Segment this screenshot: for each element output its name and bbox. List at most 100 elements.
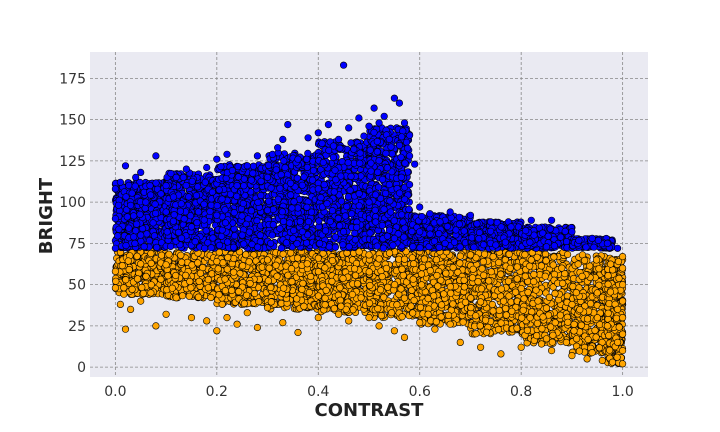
data-point [330,304,338,313]
data-point [388,309,396,317]
data-point [608,358,617,366]
data-point [366,281,374,290]
data-point [172,271,180,280]
data-point [147,281,155,289]
data-point [138,283,146,292]
data-point [374,305,382,313]
data-point [517,284,525,293]
data-point [440,290,448,298]
data-point [141,204,149,212]
data-point [122,276,130,284]
data-point [397,285,405,293]
data-point [151,200,159,208]
data-point [618,314,627,322]
data-point [178,292,187,300]
data-point [497,319,505,327]
data-point [605,331,613,340]
data-point [482,316,490,324]
data-point [121,325,130,333]
data-point [604,280,612,288]
data-point [572,289,580,297]
data-point [489,307,497,315]
data-point [564,318,572,326]
data-point [477,285,486,293]
data-point [532,286,540,294]
data-point [612,314,621,322]
data-point [542,335,551,343]
data-point [526,314,534,322]
data-point [142,272,150,281]
data-point [185,292,193,300]
data-point [201,178,209,186]
data-point [157,275,165,283]
data-point [569,282,577,291]
data-point [618,360,627,368]
data-point [517,343,525,351]
data-point [377,311,386,320]
data-point [550,253,558,261]
data-point [456,252,464,260]
data-point [293,295,301,303]
data-point [194,259,202,267]
data-point [139,289,147,298]
data-point [588,349,596,357]
data-point [233,320,241,328]
data-point [273,272,281,280]
data-point [147,259,155,268]
data-point [426,267,434,275]
data-point [125,266,133,274]
data-point [505,292,513,300]
data-point [469,265,477,273]
data-point [570,327,578,335]
data-point [418,281,426,289]
data-point [314,268,323,276]
data-point [187,314,196,322]
data-point [502,304,510,313]
data-point [481,250,489,258]
data-point [615,274,623,283]
data-point [178,258,186,266]
data-point [447,289,455,297]
data-point [618,264,627,272]
data-point [410,260,418,268]
data-point [202,227,210,235]
data-point [477,343,485,351]
data-point [337,302,345,310]
data-point [223,314,231,322]
data-point [432,318,440,326]
data-point [407,302,415,310]
data-point [353,280,362,288]
data-point [345,317,353,325]
data-point [143,230,151,238]
data-point [518,314,526,322]
data-point [165,250,173,258]
data-point [351,265,359,273]
data-point [240,299,248,308]
data-point [221,275,229,283]
data-point [409,275,417,283]
data-point [618,297,627,305]
data-point [385,249,394,257]
data-point [124,257,132,265]
data-point [137,260,145,268]
data-point [375,255,383,263]
data-point [328,277,336,286]
data-point [152,322,160,330]
data-point [321,294,329,302]
data-point [377,286,385,294]
data-point [172,294,180,302]
data-point [195,277,203,286]
data-point [213,327,221,335]
data-point [593,289,601,297]
data-point [280,284,288,292]
data-point [120,284,128,292]
data-point [314,292,323,300]
data-point [500,297,508,305]
data-point [196,269,204,277]
data-point [605,300,613,308]
data-point [606,288,615,296]
data-point [497,285,506,293]
data-point [472,312,480,320]
data-point [136,210,144,218]
data-point [615,323,623,331]
